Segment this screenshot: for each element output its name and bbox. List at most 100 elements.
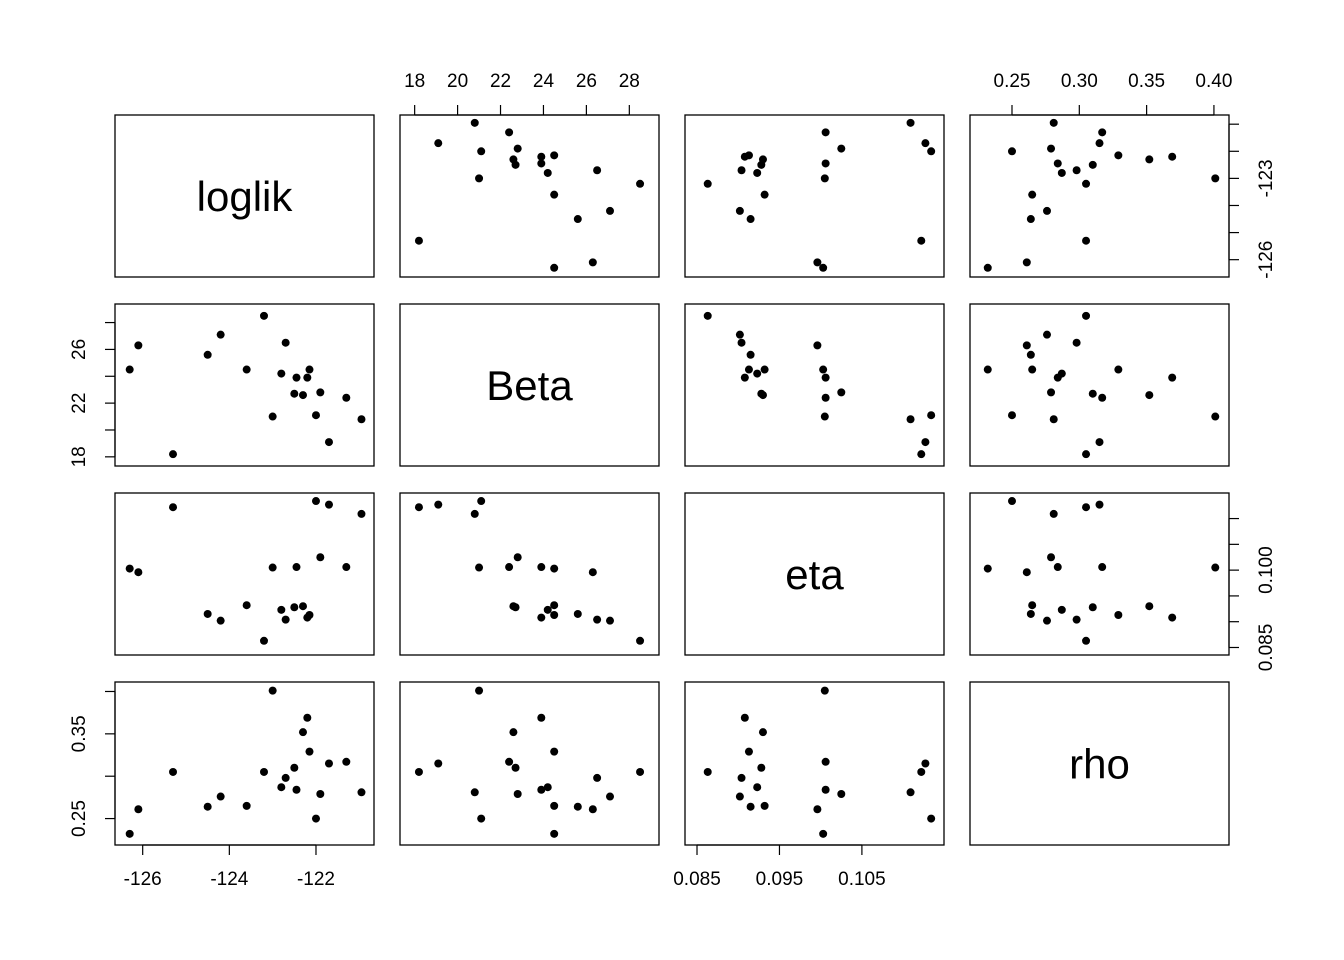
data-point: [821, 785, 830, 794]
data-point: [134, 568, 143, 577]
data-point: [917, 450, 926, 459]
data-point: [813, 341, 822, 350]
data-point: [134, 805, 143, 814]
data-point: [820, 686, 829, 695]
data-point: [1211, 563, 1220, 572]
data-point: [543, 783, 552, 792]
data-point: [203, 609, 212, 618]
data-point: [760, 365, 769, 374]
data-point: [573, 802, 582, 811]
data-point: [509, 155, 518, 164]
data-point: [983, 365, 992, 374]
data-point: [203, 802, 212, 811]
data-point: [511, 763, 520, 772]
data-point: [125, 365, 134, 374]
data-point: [821, 128, 830, 137]
tick-label: -126: [1256, 241, 1277, 279]
tick-label: 18: [69, 446, 90, 467]
data-point: [259, 767, 268, 776]
data-point: [983, 263, 992, 272]
data-point: [1057, 168, 1066, 177]
data-point: [1022, 258, 1031, 267]
tick-label: 0.30: [1061, 71, 1098, 92]
data-point: [475, 563, 484, 572]
panel-frame-r1-c1: [399, 303, 660, 467]
tick-label: 26: [69, 339, 90, 360]
data-point: [1026, 215, 1035, 224]
data-point: [753, 168, 762, 177]
data-point: [735, 330, 744, 339]
data-point: [740, 713, 749, 722]
data-point: [550, 601, 559, 610]
data-point: [1088, 160, 1097, 169]
data-point: [1028, 601, 1037, 610]
data-point: [550, 829, 559, 838]
data-point: [470, 509, 479, 518]
panel-frame-r1-c2: [684, 303, 945, 467]
data-point: [281, 773, 290, 782]
data-point: [342, 393, 351, 402]
data-point: [324, 759, 333, 768]
data-point: [203, 350, 212, 359]
data-point: [242, 365, 251, 374]
data-point: [606, 616, 614, 625]
data-point: [305, 610, 314, 619]
data-point: [821, 373, 830, 382]
data-point: [216, 616, 225, 625]
data-point: [475, 174, 484, 183]
data-point: [470, 788, 479, 797]
data-point: [921, 139, 930, 148]
data-point: [1042, 616, 1051, 625]
tick-label: 0.085: [673, 869, 721, 890]
data-point: [268, 563, 277, 572]
data-point: [1049, 415, 1058, 424]
data-point: [1007, 411, 1016, 420]
data-point: [636, 636, 645, 645]
data-point: [588, 805, 597, 814]
data-point: [434, 759, 443, 768]
data-point: [311, 497, 320, 506]
tick-label: 22: [490, 71, 511, 92]
data-point: [277, 783, 286, 792]
panel-frame-r3-c0: [114, 681, 375, 846]
data-point: [537, 613, 546, 622]
data-point: [1088, 603, 1097, 612]
data-point: [735, 792, 744, 801]
panel-frame-r0-c2: [684, 114, 945, 278]
data-point: [1049, 509, 1058, 518]
data-point: [505, 128, 514, 137]
data-point: [1145, 602, 1154, 611]
data-point: [737, 338, 746, 347]
data-point: [550, 747, 559, 756]
data-point: [1007, 147, 1016, 156]
variable-label-beta: Beta: [486, 362, 573, 409]
data-point: [277, 369, 286, 378]
panel-frame-r2-c2: [684, 492, 945, 656]
data-point: [550, 151, 559, 160]
data-point: [757, 763, 766, 772]
data-point: [819, 365, 828, 374]
data-point: [537, 159, 546, 168]
data-point: [281, 615, 290, 624]
data-point: [357, 788, 366, 797]
data-point: [1114, 365, 1123, 374]
data-point: [550, 801, 559, 810]
data-point: [216, 792, 225, 801]
data-point: [1022, 341, 1031, 350]
tick-label: 18: [404, 71, 425, 92]
data-point: [906, 118, 915, 127]
data-point: [606, 206, 614, 215]
data-point: [311, 814, 320, 823]
data-point: [537, 785, 546, 794]
data-point: [1022, 568, 1031, 577]
data-point: [324, 500, 333, 509]
data-point: [735, 206, 744, 215]
data-point: [292, 373, 301, 382]
tick-label: 0.105: [838, 869, 886, 890]
data-point: [414, 236, 423, 245]
tick-label: -126: [124, 869, 162, 890]
data-point: [1053, 159, 1062, 168]
data-point: [927, 814, 936, 823]
variable-label-rho: rho: [1069, 741, 1130, 788]
